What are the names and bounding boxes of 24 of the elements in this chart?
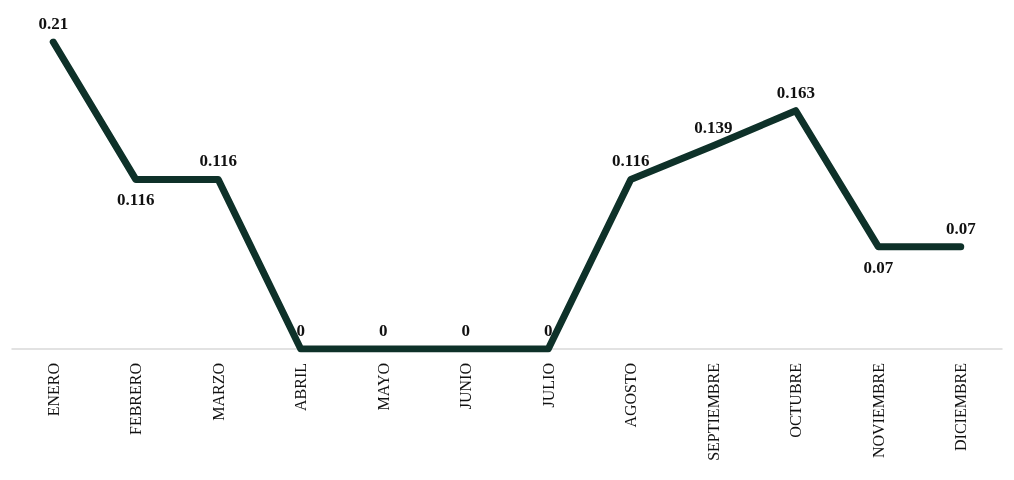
x-tick-label: AGOSTO (622, 363, 640, 428)
data-label: 0 (379, 321, 388, 340)
data-label: 0.07 (863, 257, 894, 277)
data-label: 0 (296, 321, 305, 340)
data-label: 0.116 (117, 190, 155, 210)
x-tick-label: DICIEMBRE (952, 363, 970, 451)
x-tick-label: ABRIL (292, 363, 310, 411)
data-label: 0.116 (612, 151, 650, 171)
data-label: 0 (544, 321, 553, 340)
data-label: 0.139 (694, 117, 733, 137)
x-tick-label: SEPTIEMBRE (704, 363, 722, 461)
x-tick-label: JULIO (539, 363, 557, 408)
data-label: 0.07 (945, 218, 977, 238)
x-tick-label: ENERO (44, 363, 62, 417)
data-label: 0.116 (199, 151, 237, 171)
x-tick-label: OCTUBRE (787, 363, 805, 438)
x-tick-label: JUNIO (457, 363, 475, 410)
x-tick-label: NOVIEMBRE (869, 363, 887, 459)
data-label: 0 (461, 321, 470, 340)
x-tick-label: FEBRERO (127, 363, 145, 436)
data-label: 0.163 (776, 82, 815, 102)
data-label: 0.21 (38, 14, 69, 33)
x-tick-label: MAYO (374, 363, 392, 411)
x-tick-label: MARZO (209, 363, 227, 421)
